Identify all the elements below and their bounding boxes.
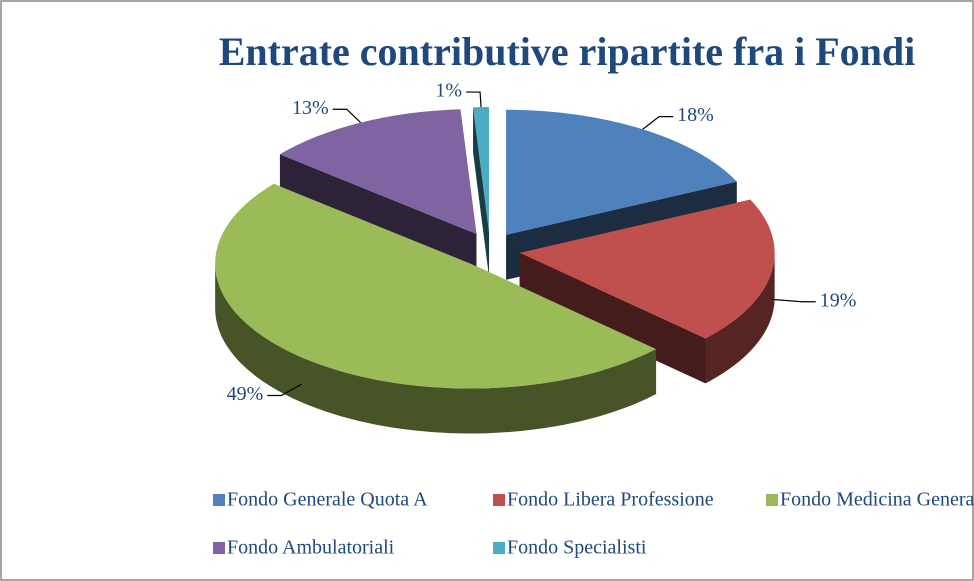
legend-label: Fondo Specialisti (507, 537, 647, 559)
data-label: 19% (820, 289, 857, 311)
slice-wall (473, 107, 490, 278)
slice-side (215, 263, 657, 434)
legend-swatch (213, 494, 225, 506)
pie-tops (215, 107, 775, 389)
pie-slice (473, 107, 490, 233)
pie-slice (519, 199, 775, 339)
leader-line (466, 91, 482, 108)
legend-swatch (493, 494, 505, 506)
pie-slice (215, 183, 657, 389)
leader-line (267, 383, 302, 397)
legend-label: Fondo Generale Quota A (227, 489, 428, 511)
legend-swatch (766, 494, 778, 506)
data-label: 18% (677, 104, 714, 126)
legend-swatch (493, 542, 505, 554)
slice-wall (519, 252, 706, 384)
leader-line (642, 115, 674, 130)
data-label: 13% (292, 97, 329, 119)
data-label: 49% (227, 383, 264, 405)
leader-line (332, 108, 362, 124)
leader-line (771, 298, 816, 303)
legend-label: Fondo Ambulatoriali (227, 537, 395, 559)
pie-slice (506, 109, 737, 235)
legend-swatch (213, 542, 225, 554)
data-label: 1% (435, 80, 462, 102)
legend-label: Fondo Libera Professione (507, 489, 714, 511)
chart-title: Entrate contributive ripartite fra i Fon… (219, 29, 916, 74)
pie-slice (279, 109, 477, 234)
slice-side (705, 252, 775, 384)
legend-label: Fondo Medicina Generale (780, 489, 974, 511)
